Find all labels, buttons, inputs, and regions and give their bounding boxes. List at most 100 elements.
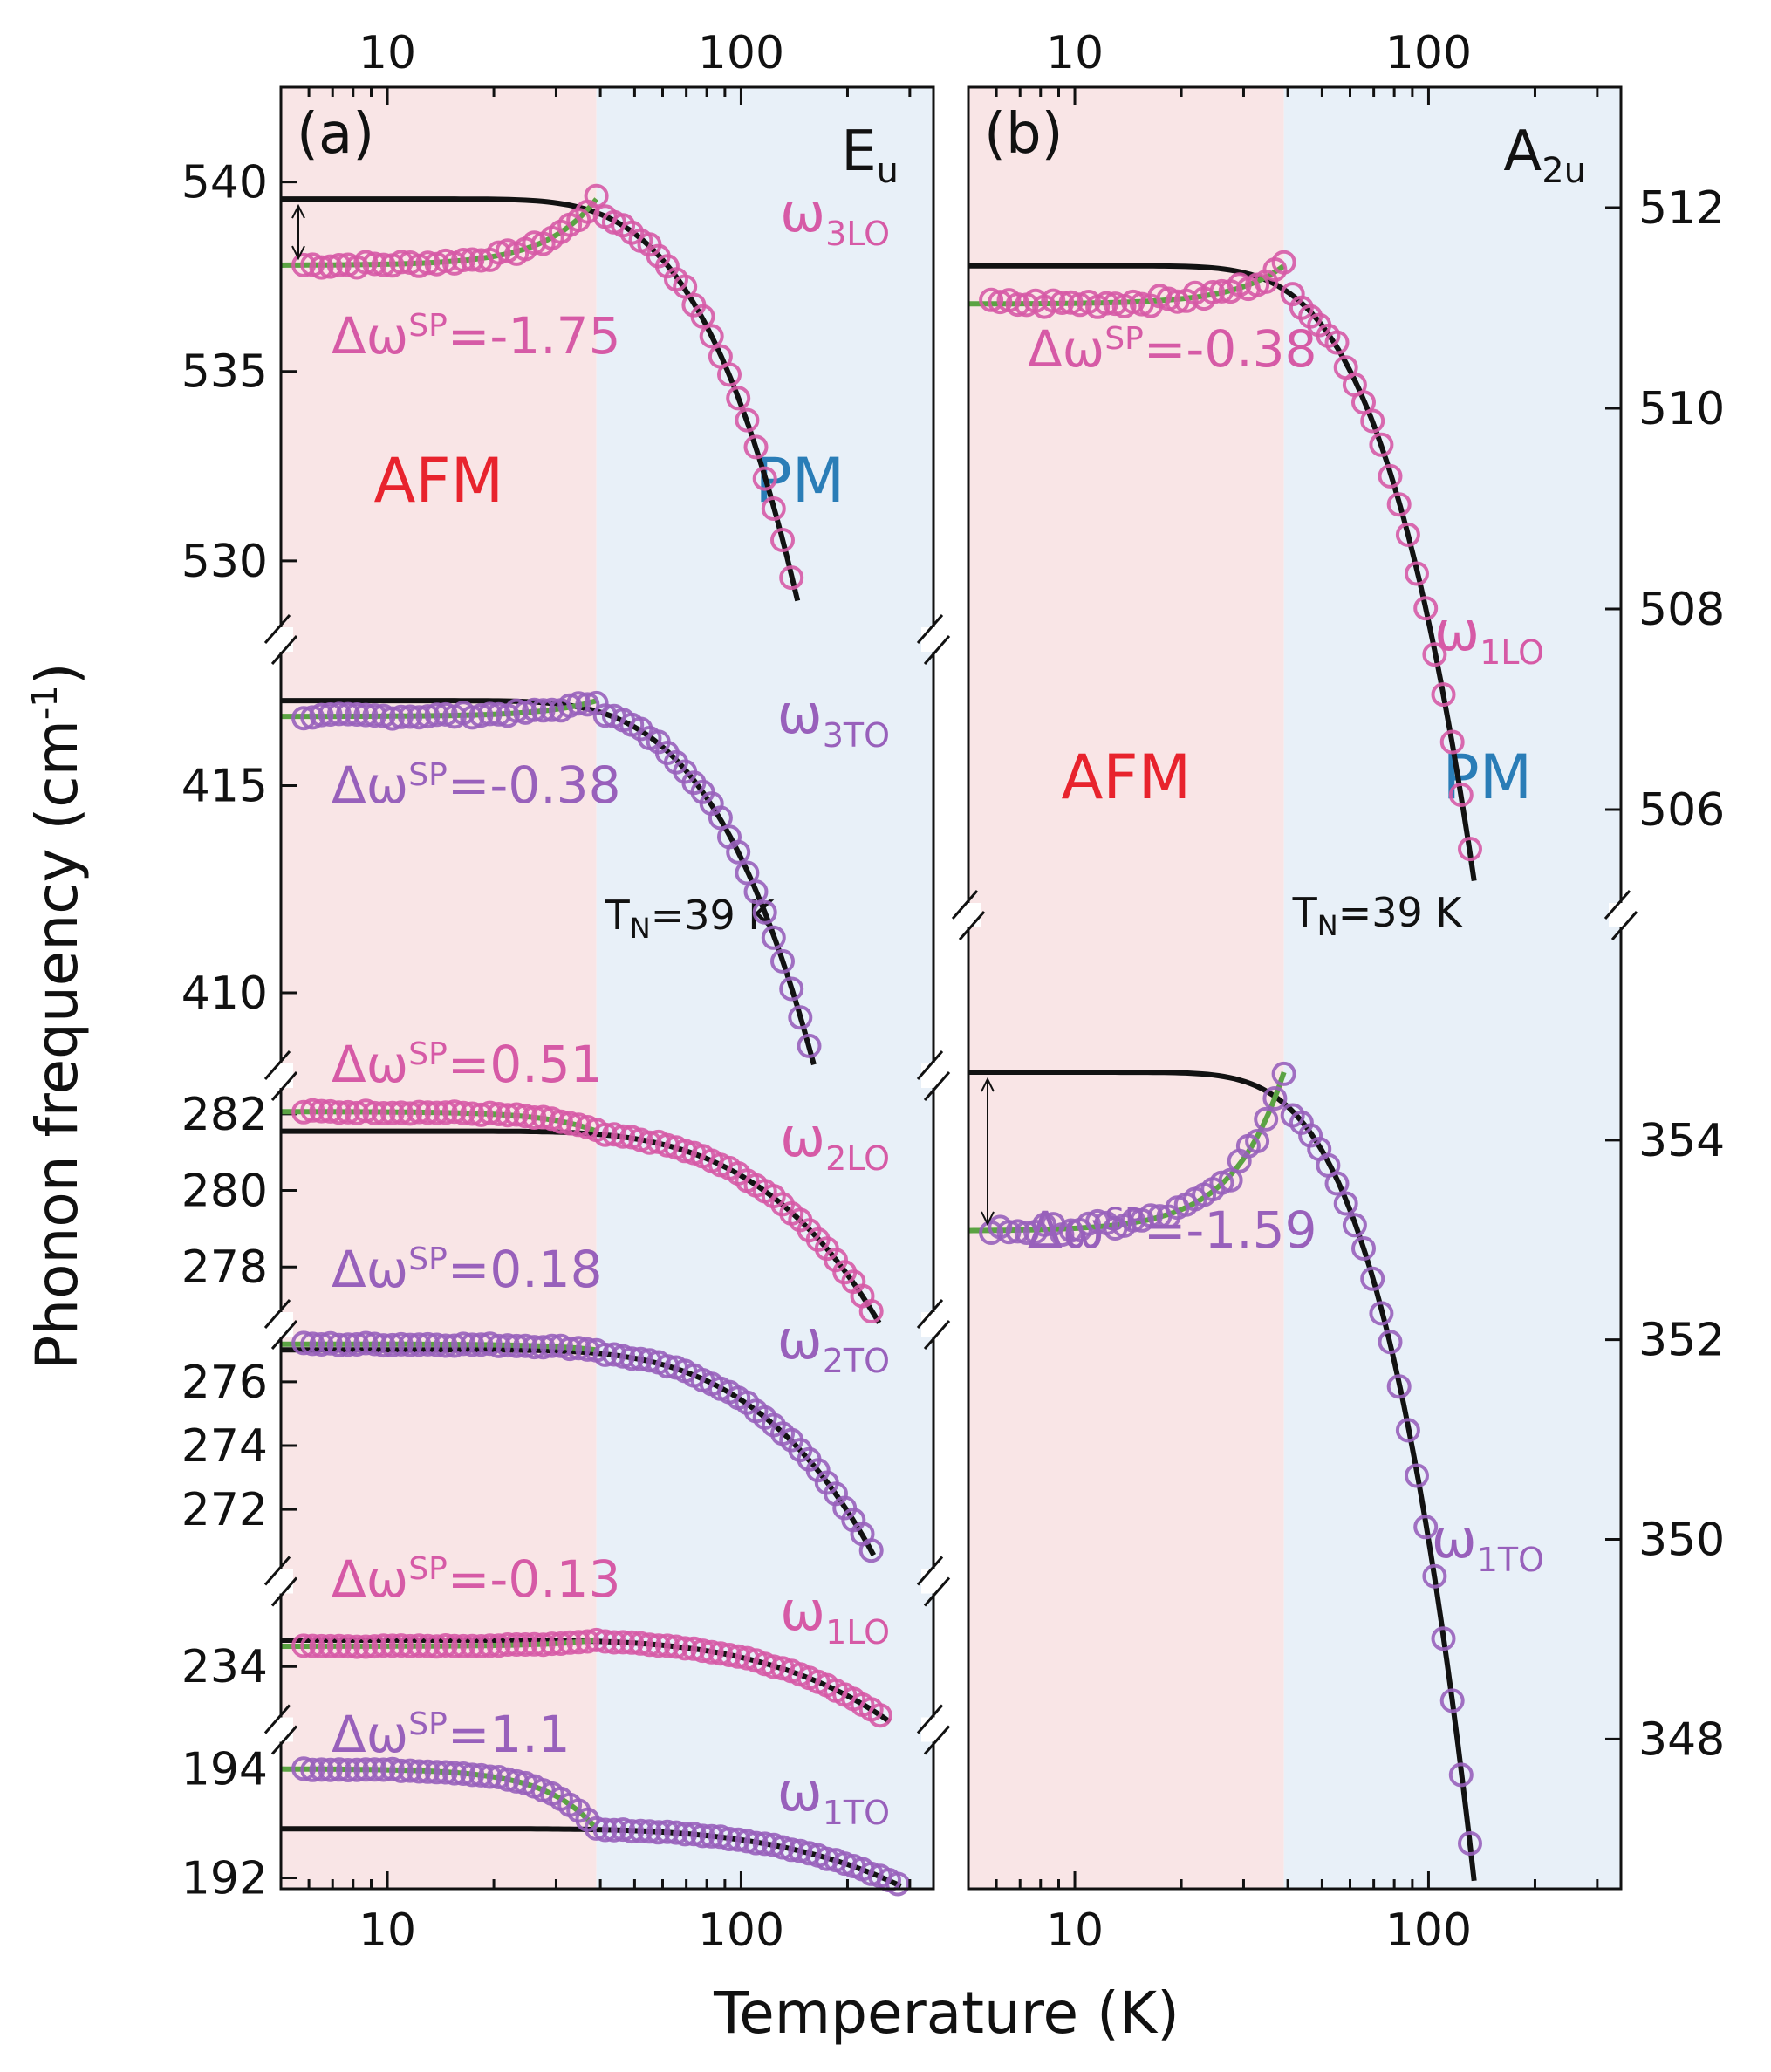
- axis-break-mark: [916, 614, 944, 644]
- data-point: [779, 565, 804, 591]
- data-point: [486, 1102, 511, 1126]
- data-point: [779, 976, 804, 1002]
- y-tick-label: 192: [181, 1853, 268, 1905]
- data-point: [752, 899, 777, 925]
- delta-sp-value: =0.51: [448, 1035, 603, 1094]
- data-point: [548, 1631, 573, 1656]
- data-point: [1395, 522, 1420, 547]
- mode-label: ω2TO: [777, 1308, 890, 1380]
- x-tick-label: 10: [359, 1904, 416, 1957]
- data-point: [1378, 1330, 1403, 1355]
- delta-sp-sup: SP: [408, 1036, 448, 1072]
- mode-label-omega: ω: [780, 1105, 825, 1169]
- afm-region: [281, 87, 597, 1889]
- data-point: [735, 407, 760, 433]
- data-point: [1360, 408, 1385, 434]
- pm-label: PM: [756, 445, 845, 516]
- y-tick-label: 352: [1638, 1315, 1725, 1367]
- data-point: [388, 1331, 414, 1357]
- data-point: [362, 703, 387, 728]
- delta-sp-value: =1.1: [448, 1705, 571, 1764]
- data-point: [592, 1817, 618, 1843]
- data-point: [326, 1332, 352, 1357]
- symmetry-sub: u: [877, 151, 899, 191]
- data-point: [477, 1764, 503, 1789]
- data-point: [353, 1757, 379, 1782]
- x-top-tick-label: 10: [359, 27, 416, 79]
- data-point: [1333, 1191, 1358, 1216]
- data-point: [522, 1105, 547, 1130]
- data-point: [336, 1099, 360, 1125]
- data-point: [1005, 1219, 1030, 1244]
- data-point: [371, 1333, 396, 1358]
- data-point: [548, 1109, 573, 1134]
- data-point: [415, 1633, 441, 1658]
- data-point: [398, 704, 423, 729]
- data-point: [371, 1633, 396, 1658]
- data-point: [380, 706, 405, 731]
- axis-break-mark: [916, 1299, 944, 1329]
- panel-frame: [279, 85, 935, 1891]
- y-axis-title-superscript: -1: [25, 685, 65, 720]
- delta-sp-symbol: Δω: [332, 1240, 408, 1299]
- axis-break-mark: [263, 1704, 291, 1734]
- data-point: [539, 1631, 564, 1657]
- y-tick-label: 282: [181, 1089, 268, 1141]
- data-point: [735, 1829, 760, 1854]
- data-point: [441, 1761, 467, 1786]
- data-point: [504, 1102, 530, 1127]
- axis-break-mask: [956, 903, 981, 927]
- mode-3LO: 530 535 540 ω3LO ΔωSP=-1.75: [181, 157, 890, 602]
- data-point: [1431, 1626, 1456, 1651]
- data-point: [681, 1636, 707, 1661]
- data-point: [486, 701, 511, 727]
- mode-3TO: 410 415 ω3TO ΔωSP=-0.38: [181, 682, 890, 1066]
- mode-label-omega: ω: [780, 181, 825, 244]
- data-point: [388, 1758, 414, 1783]
- data-point: [761, 925, 786, 950]
- mode-label: ω1LO: [1434, 599, 1544, 672]
- data-point: [539, 1333, 564, 1358]
- data-point: [886, 1871, 911, 1897]
- data-point: [300, 1098, 325, 1123]
- y-axis-title: Phonon frequency (cm-1): [24, 662, 91, 1370]
- data-point: [743, 879, 769, 905]
- axis-break-mark: [916, 1050, 944, 1080]
- data-point: [690, 304, 715, 329]
- data-point: [699, 1639, 724, 1665]
- mode-label-sub: 3TO: [823, 716, 890, 755]
- anharmonic-fit-line: [968, 263, 1477, 882]
- data-point: [407, 705, 432, 730]
- data-point: [353, 702, 379, 728]
- data-point: [867, 1703, 892, 1728]
- data-point: [309, 255, 334, 280]
- axis-break-mark: [923, 1725, 951, 1755]
- axis-break-mark: [263, 1299, 291, 1329]
- panel-frame: [967, 85, 1623, 1891]
- data-point: [345, 1332, 370, 1357]
- x-axis-title: Temperature (K): [713, 1980, 1180, 2047]
- mode-label: ω2LO: [780, 1105, 890, 1178]
- data-point: [460, 1633, 485, 1658]
- data-point: [681, 1822, 707, 1847]
- data-point: [664, 1820, 688, 1845]
- data-point: [415, 1331, 441, 1357]
- data-point: [300, 1331, 325, 1357]
- mode-label-omega: ω: [777, 1308, 823, 1371]
- axis-break-mask: [269, 627, 293, 652]
- delta-sp-symbol: Δω: [332, 1705, 408, 1764]
- data-point: [388, 250, 414, 275]
- data-point: [1271, 250, 1296, 275]
- data-point: [486, 240, 511, 265]
- axis-break-mask: [1609, 903, 1633, 927]
- data-point: [398, 1101, 423, 1126]
- panel-letter: (b): [984, 102, 1063, 167]
- y-tick-label: 348: [1638, 1713, 1725, 1766]
- delta-sp-sup: SP: [408, 1551, 448, 1587]
- mode-label-sub: 2LO: [825, 1139, 890, 1178]
- data-point: [752, 466, 777, 491]
- data-point: [424, 1760, 449, 1785]
- delta-sp-label: ΔωSP=-0.38: [332, 756, 620, 815]
- mode-label-sub: 2TO: [823, 1342, 890, 1380]
- data-point: [371, 252, 396, 277]
